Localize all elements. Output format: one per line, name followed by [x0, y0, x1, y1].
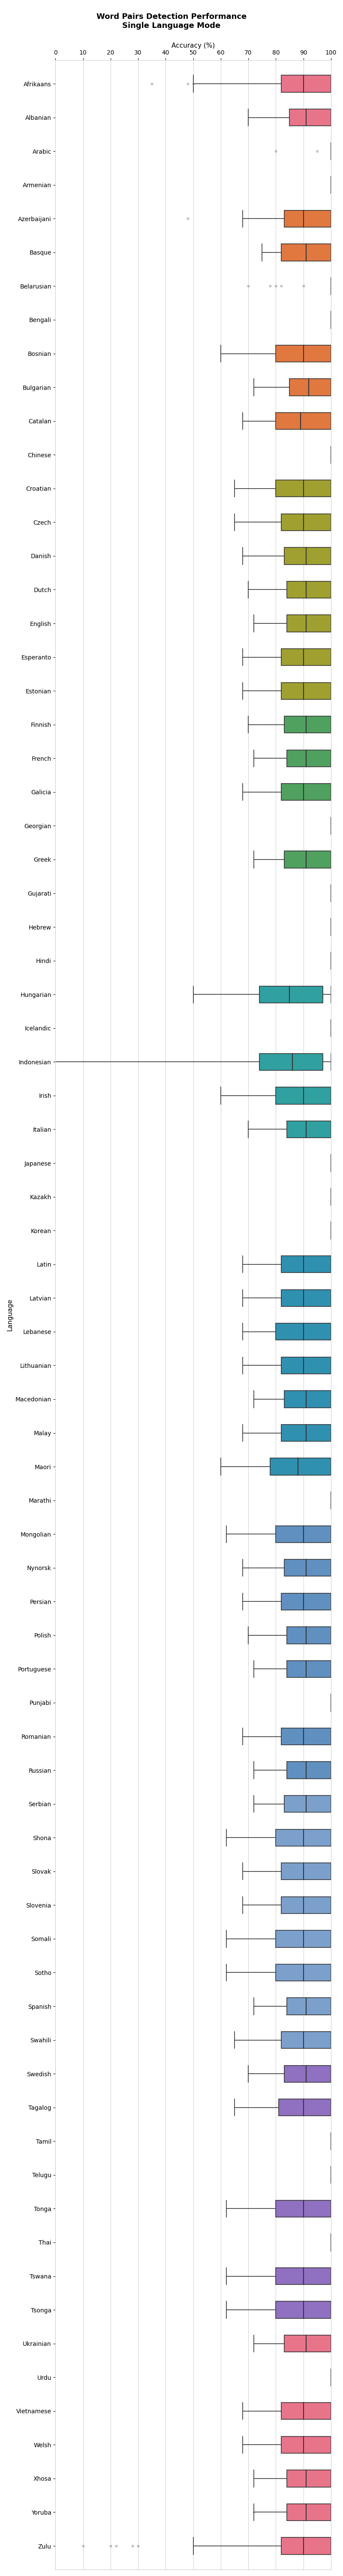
- FancyBboxPatch shape: [276, 1087, 331, 1105]
- FancyBboxPatch shape: [281, 1257, 331, 1273]
- FancyBboxPatch shape: [276, 2200, 331, 2218]
- FancyBboxPatch shape: [287, 1662, 331, 1677]
- FancyBboxPatch shape: [279, 2099, 331, 2115]
- Y-axis label: Language: Language: [7, 1298, 13, 1332]
- FancyBboxPatch shape: [276, 1929, 331, 1947]
- FancyBboxPatch shape: [281, 2537, 331, 2555]
- FancyBboxPatch shape: [276, 1963, 331, 1981]
- FancyBboxPatch shape: [284, 2336, 331, 2352]
- FancyBboxPatch shape: [287, 1628, 331, 1643]
- FancyBboxPatch shape: [287, 750, 331, 768]
- FancyBboxPatch shape: [287, 616, 331, 631]
- FancyBboxPatch shape: [276, 2300, 331, 2318]
- Text: Word Pairs Detection Performance
Single Language Mode: Word Pairs Detection Performance Single …: [96, 13, 247, 28]
- FancyBboxPatch shape: [281, 1425, 331, 1443]
- FancyBboxPatch shape: [284, 211, 331, 227]
- FancyBboxPatch shape: [281, 1862, 331, 1880]
- FancyBboxPatch shape: [287, 1121, 331, 1139]
- FancyBboxPatch shape: [281, 2437, 331, 2452]
- FancyBboxPatch shape: [276, 2267, 331, 2285]
- FancyBboxPatch shape: [281, 245, 331, 260]
- FancyBboxPatch shape: [276, 1324, 331, 1340]
- FancyBboxPatch shape: [287, 2470, 331, 2486]
- FancyBboxPatch shape: [281, 513, 331, 531]
- FancyBboxPatch shape: [259, 987, 323, 1002]
- FancyBboxPatch shape: [287, 2504, 331, 2522]
- FancyBboxPatch shape: [284, 549, 331, 564]
- FancyBboxPatch shape: [281, 1896, 331, 1914]
- FancyBboxPatch shape: [281, 783, 331, 801]
- FancyBboxPatch shape: [289, 108, 331, 126]
- FancyBboxPatch shape: [281, 1592, 331, 1610]
- FancyBboxPatch shape: [281, 75, 331, 93]
- FancyBboxPatch shape: [284, 2066, 331, 2081]
- FancyBboxPatch shape: [284, 1795, 331, 1814]
- FancyBboxPatch shape: [276, 1829, 331, 1847]
- FancyBboxPatch shape: [281, 683, 331, 698]
- FancyBboxPatch shape: [284, 850, 331, 868]
- FancyBboxPatch shape: [276, 412, 331, 430]
- FancyBboxPatch shape: [259, 1054, 323, 1069]
- FancyBboxPatch shape: [289, 379, 331, 397]
- FancyBboxPatch shape: [276, 345, 331, 363]
- FancyBboxPatch shape: [287, 1999, 331, 2014]
- FancyBboxPatch shape: [281, 1291, 331, 1306]
- FancyBboxPatch shape: [287, 1762, 331, 1777]
- FancyBboxPatch shape: [281, 649, 331, 665]
- FancyBboxPatch shape: [281, 2032, 331, 2048]
- FancyBboxPatch shape: [281, 1358, 331, 1373]
- X-axis label: Accuracy (%): Accuracy (%): [172, 41, 215, 49]
- FancyBboxPatch shape: [287, 582, 331, 598]
- FancyBboxPatch shape: [270, 1458, 331, 1476]
- FancyBboxPatch shape: [281, 2403, 331, 2419]
- FancyBboxPatch shape: [281, 1728, 331, 1744]
- FancyBboxPatch shape: [276, 1525, 331, 1543]
- FancyBboxPatch shape: [284, 716, 331, 734]
- FancyBboxPatch shape: [276, 479, 331, 497]
- FancyBboxPatch shape: [284, 1391, 331, 1406]
- FancyBboxPatch shape: [284, 1558, 331, 1577]
